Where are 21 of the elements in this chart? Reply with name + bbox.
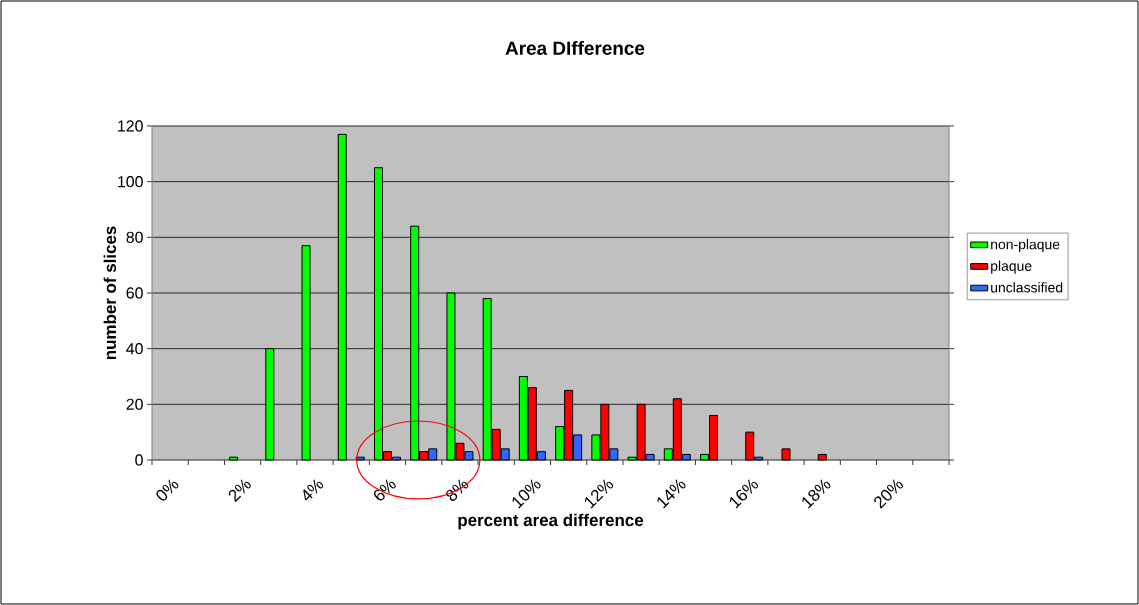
bar	[781, 448, 791, 461]
y-tick-label: 100	[118, 176, 143, 188]
bar	[229, 456, 239, 461]
legend-label: unclassified	[991, 282, 1063, 293]
x-tick-label: 8%	[446, 479, 469, 501]
y-tick-label: 40	[126, 343, 143, 355]
y-axis-title: number of slices	[103, 226, 117, 360]
y-tick-label: 120	[118, 120, 143, 132]
bar	[817, 453, 827, 461]
x-axis-title: percent area difference	[458, 513, 644, 530]
x-tick-label: 4%	[303, 479, 324, 501]
y-tick-label: 80	[126, 231, 143, 243]
x-tick-label: 2%	[228, 479, 251, 503]
y-tick-label: 0	[135, 454, 143, 466]
chart-title: Area DIfference	[505, 41, 645, 55]
legend-label: non-plaque	[991, 239, 1060, 253]
legend-label: plaque	[991, 260, 1032, 274]
x-tick-label: 6%	[374, 479, 396, 501]
y-tick-label: 20	[126, 398, 143, 410]
y-tick-label: 60	[126, 287, 143, 299]
x-tick-label: 0%	[156, 479, 179, 501]
